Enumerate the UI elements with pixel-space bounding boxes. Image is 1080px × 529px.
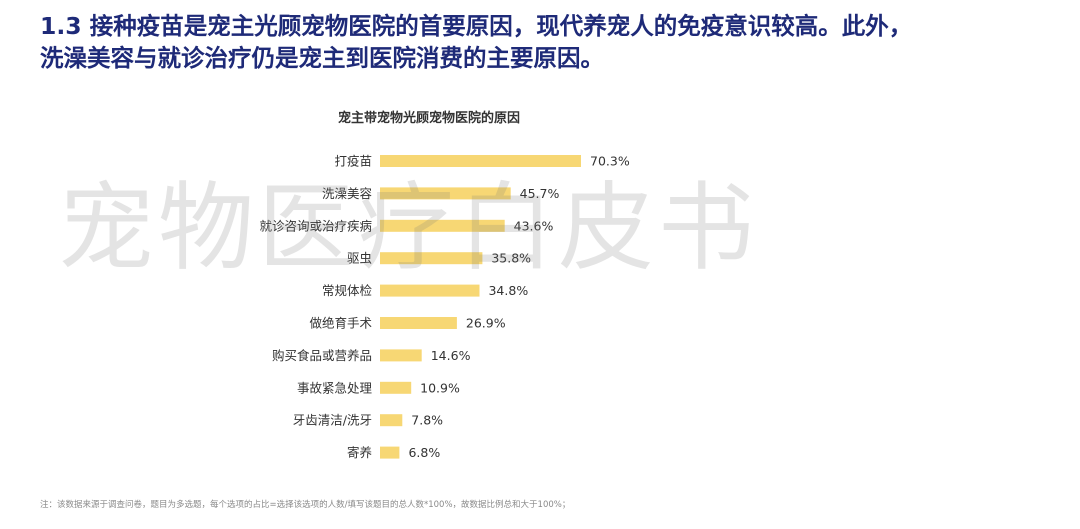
bar (380, 349, 422, 362)
heading-line-2: 洗澡美容与就诊治疗仍是宠主到医院消费的主要原因。 (40, 44, 604, 72)
value-label: 45.7% (520, 186, 560, 201)
category-label: 打疫苗 (334, 154, 372, 169)
heading-line-1: 1.3 接种疫苗是宠主光顾宠物医院的首要原因，现代养宠人的免疫意识较高。此外， (40, 12, 913, 40)
bar (380, 252, 483, 265)
category-label: 牙齿清洁/洗牙 (293, 413, 372, 428)
bar (380, 187, 511, 200)
value-label: 10.9% (420, 380, 460, 395)
bar (380, 381, 412, 394)
category-label: 做绝育手术 (309, 316, 372, 331)
bar (380, 219, 505, 232)
category-label: 常规体检 (322, 283, 373, 298)
bar (380, 414, 403, 427)
footnote: 注：该数据来源于调查问卷，题目为多选题，每个选项的占比=选择该选项的人数/填写该… (40, 500, 571, 510)
value-label: 70.3% (590, 154, 630, 169)
value-label: 34.8% (488, 283, 528, 298)
value-label: 43.6% (514, 218, 554, 233)
value-label: 35.8% (491, 251, 531, 266)
category-label: 就诊咨询或治疗疾病 (259, 218, 372, 233)
page-heading: 1.3 接种疫苗是宠主光顾宠物医院的首要原因，现代养宠人的免疫意识较高。此外， … (40, 10, 1050, 74)
bars-layer: 打疫苗 70.3% 洗澡美容 45.7% 就诊咨询或治疗疾病 43.6% 驱虫 35.8% 常规… (259, 154, 629, 461)
value-label: 6.8% (408, 445, 440, 460)
chart-title: 宠主带宠物光顾宠物医院的原因 (338, 110, 520, 126)
bar (380, 317, 457, 329)
bar (380, 446, 400, 459)
value-label: 7.8% (411, 413, 443, 428)
category-label: 洗澡美容 (322, 186, 372, 201)
bar (380, 155, 581, 167)
category-label: 寄养 (347, 445, 372, 460)
watermark-text: 宠物医疗白皮书 (58, 172, 758, 284)
category-label: 事故紧急处理 (297, 380, 373, 395)
value-label: 14.6% (431, 348, 471, 363)
value-label: 26.9% (466, 316, 506, 331)
category-label: 驱虫 (347, 251, 372, 266)
category-label: 购买食品或营养品 (272, 348, 372, 363)
bar (380, 284, 480, 297)
